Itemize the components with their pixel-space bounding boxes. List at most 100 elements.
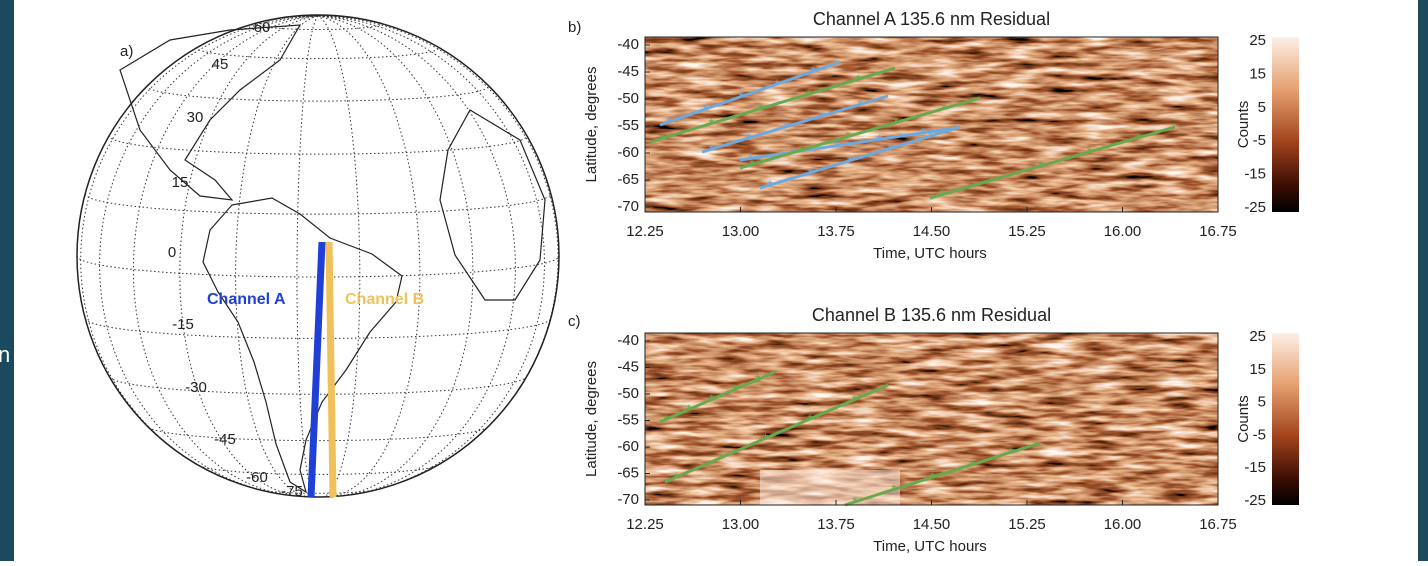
latitude-label: 30 [187,109,204,126]
x-tick-label: 14.50 [913,223,951,240]
track-marker: * [940,186,946,202]
latitude-label: -60 [246,469,268,486]
track-marker: * [857,96,863,112]
y-tick-label: -60 [617,438,639,455]
track-marker: * [749,156,755,172]
track-marker: * [758,100,764,116]
track-marker: * [709,115,715,131]
x-tick-label: 16.00 [1104,223,1142,240]
track-marker: * [1087,144,1093,160]
latitude-label: -15 [172,316,194,333]
colorbar-tick-label: -15 [1244,459,1266,476]
y-tick-label: -45 [617,358,639,375]
track-marker: * [852,391,858,407]
colorbar-tick-label: -25 [1244,199,1266,216]
y-axis-label: Latitude, degrees [583,361,600,477]
y-tick-label: -70 [617,198,639,215]
y-tick-label: -70 [617,491,639,508]
track-marker: * [845,128,851,144]
y-tick-label: -50 [617,385,639,402]
colorbar-tick-label: -25 [1244,492,1266,509]
colorbar-tick-label: -5 [1253,132,1266,149]
y-tick-label: -50 [617,90,639,107]
panel-label: a) [120,43,133,60]
y-axis-label: Latitude, degrees [583,67,600,183]
x-tick-label: 14.50 [913,516,951,533]
track-marker: * [807,86,813,102]
track-marker: * [774,76,780,92]
track-marker: * [810,63,816,79]
track-marker: * [783,119,789,135]
slide-text: n [0,342,10,367]
y-tick-label: -65 [617,171,639,188]
x-axis-label: Time, UTC hours [873,245,987,262]
track-marker: * [686,401,692,417]
track-marker: * [746,130,752,146]
track-marker: * [969,456,975,472]
latitude-label: 60 [254,19,271,36]
y-tick-label: -65 [617,464,639,481]
track-label: Channel B [345,291,424,308]
track-marker: * [797,142,803,158]
track-marker: * [755,371,761,387]
track-marker: * [732,381,738,397]
y-tick-label: -40 [617,36,639,53]
y-tick-label: -55 [617,411,639,428]
latitude-label: 45 [212,56,229,73]
plot-title: Channel B 135.6 nm Residual [812,305,1051,325]
colorbar [1272,333,1299,505]
colorbar-tick-label: 25 [1249,32,1266,49]
panel-label: c) [568,313,581,330]
latitude-label: -75 [281,483,303,500]
x-tick-label: 13.00 [722,223,760,240]
track-marker: * [709,141,715,157]
x-tick-label: 16.00 [1104,516,1142,533]
track-marker: * [718,449,724,465]
track-b [329,242,333,497]
track-marker: * [941,100,947,116]
latitude-label: -30 [185,379,207,396]
colorbar-tick-label: 5 [1258,99,1266,116]
track-marker: * [989,172,995,188]
x-tick-label: 12.25 [626,223,664,240]
track-marker: * [847,152,853,168]
track-label: Channel A [207,291,286,308]
x-tick-label: 13.75 [817,516,855,533]
track-marker: * [663,411,669,427]
track-marker: * [702,101,708,117]
track-marker: * [1038,158,1044,174]
track-marker: * [1136,129,1142,145]
track-marker: * [920,125,926,141]
latitude-label: -45 [214,431,236,448]
heatmap-highlight [760,470,900,505]
x-tick-label: 16.75 [1199,516,1237,533]
track-marker: * [893,114,899,130]
x-tick-label: 12.25 [626,516,664,533]
y-tick-label: -45 [617,63,639,80]
track-marker: * [673,469,679,485]
track-marker: * [930,469,936,485]
colorbar [1272,37,1299,212]
latitude-label: 0 [168,244,176,261]
track-marker: * [887,140,893,156]
track-marker: * [877,131,883,147]
track-marker: * [1008,444,1014,460]
y-tick-label: -60 [617,144,639,161]
plot-title: Channel A 135.6 nm Residual [813,9,1050,29]
track-marker: * [738,88,744,104]
x-axis-label: Time, UTC hours [873,538,987,555]
y-tick-label: -55 [617,117,639,134]
colorbar-label: Counts [1235,395,1252,443]
track-marker: * [767,177,773,193]
x-tick-label: 16.75 [1199,223,1237,240]
x-tick-label: 15.25 [1008,516,1046,533]
x-tick-label: 13.00 [722,516,760,533]
track-marker: * [891,481,897,497]
track-marker: * [763,430,769,446]
track-marker: * [820,107,826,123]
latitude-label: 15 [172,174,189,191]
x-tick-label: 15.25 [1008,223,1046,240]
track-marker: * [660,130,666,146]
